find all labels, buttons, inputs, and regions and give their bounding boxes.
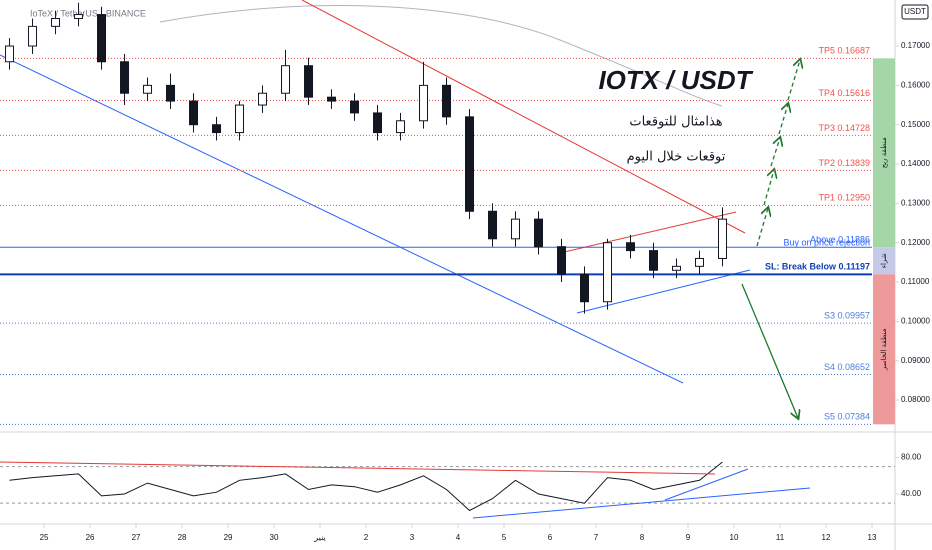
x-tick-label: 8: [640, 533, 645, 542]
candle-body: [258, 92, 268, 106]
candle-body: [166, 84, 176, 102]
level-label: TP4 0.15616: [818, 88, 870, 98]
stop-arrow: [741, 283, 798, 418]
candle-body: [695, 257, 705, 267]
currency-label: USDT: [904, 7, 926, 16]
candle-body: [143, 84, 153, 94]
y-tick-label: 0.14000: [901, 159, 930, 168]
candle-body: [74, 14, 84, 19]
y-tick-label: 0.09000: [901, 356, 930, 365]
x-tick-label: 7: [594, 533, 599, 542]
candle-body: [51, 17, 61, 27]
candle-body: [534, 218, 544, 248]
moving-average: [159, 5, 723, 107]
support-trendline: [0, 54, 684, 384]
zone-label: شراء: [880, 253, 888, 268]
y-tick-label: 0.08000: [901, 395, 930, 404]
zone: [873, 274, 895, 425]
x-tick-label: 10: [730, 533, 739, 542]
resistance-trendline: [301, 0, 746, 234]
level-label: TP2 0.13839: [818, 158, 870, 168]
candle-body: [718, 218, 728, 259]
x-tick-label: 25: [40, 533, 49, 542]
level-label: S4 0.08652: [824, 362, 870, 372]
y-tick-label: 0.11000: [901, 277, 930, 286]
candle-body: [580, 273, 590, 303]
zone-label: منطقة الخاسر: [880, 328, 888, 371]
level-label: TP5 0.16687: [818, 46, 870, 56]
x-tick-label: ينير: [313, 533, 325, 542]
candle-body: [97, 14, 107, 63]
rsi-resistance: [0, 461, 716, 475]
level-label: S3 0.09957: [824, 310, 870, 320]
chart-title: IOTX / USDT: [598, 65, 753, 95]
candle-body: [5, 45, 15, 63]
candle-body: [189, 100, 199, 126]
candle-body: [28, 25, 38, 47]
candle-body: [649, 250, 659, 271]
y-tick-label: 0.13000: [901, 199, 930, 208]
candle-body: [350, 100, 360, 114]
x-tick-label: 13: [868, 533, 877, 542]
zone: [873, 247, 895, 275]
candle-body: [419, 84, 429, 122]
y-tick-label: 40.00: [901, 489, 922, 498]
candle-body: [603, 242, 613, 303]
zone-label: منطقة ربح: [880, 137, 888, 168]
level-label: TP3 0.14728: [818, 123, 870, 133]
candle-body: [511, 218, 521, 240]
candle-body: [304, 65, 314, 98]
rsi-support: [472, 487, 811, 519]
x-tick-label: 11: [776, 533, 785, 542]
x-tick-label: 2: [364, 533, 369, 542]
y-tick-label: 0.16000: [901, 80, 930, 89]
x-tick-label: 28: [178, 533, 187, 542]
candle-body: [396, 120, 406, 134]
candle-body: [120, 61, 130, 94]
candle-body: [442, 84, 452, 118]
candle-body: [373, 112, 383, 134]
x-tick-label: 4: [456, 533, 461, 542]
level-label: S5 0.07384: [824, 412, 870, 422]
x-tick-label: 26: [86, 533, 95, 542]
rising-support: [576, 269, 751, 314]
level-label: Above 0.11886: [810, 235, 870, 245]
x-tick-label: 3: [410, 533, 415, 542]
level-label: SL: Break Below 0.11197: [765, 262, 870, 272]
subtitle: هذامثال للتوقعات: [629, 115, 722, 130]
rsi-line: [9, 461, 723, 512]
rsi-support: [664, 468, 749, 501]
x-tick-label: 29: [224, 533, 233, 542]
neckline: [559, 211, 737, 254]
y-tick-label: 80.00: [901, 453, 922, 462]
candle-body: [672, 265, 682, 271]
subtitle: توقعات خلال اليوم: [627, 150, 726, 165]
candle-body: [235, 104, 245, 134]
x-tick-label: 5: [502, 533, 507, 542]
x-tick-label: 30: [270, 533, 279, 542]
zone: [873, 58, 895, 248]
level-label: TP1 0.12950: [818, 193, 870, 203]
target-arrows: [756, 60, 800, 247]
annotation: Buy on price rejection: [783, 237, 870, 247]
candle-body: [212, 124, 222, 134]
y-tick-label: 0.12000: [901, 238, 930, 247]
legend-text: IoTeX / TetherUS · BINANCE: [30, 8, 146, 18]
x-tick-label: 27: [132, 533, 141, 542]
candle-body: [465, 116, 475, 212]
x-tick-label: 12: [822, 533, 831, 542]
y-tick-label: 0.10000: [901, 317, 930, 326]
y-tick-label: 0.15000: [901, 120, 930, 129]
candle-body: [626, 242, 636, 252]
x-tick-label: 9: [686, 533, 691, 542]
currency-box: [901, 4, 929, 20]
y-tick-label: 0.17000: [901, 41, 930, 50]
candle-body: [327, 96, 337, 102]
candle-body: [557, 246, 567, 275]
candle-body: [281, 65, 291, 94]
x-tick-label: 6: [548, 533, 553, 542]
candle-body: [488, 210, 498, 240]
